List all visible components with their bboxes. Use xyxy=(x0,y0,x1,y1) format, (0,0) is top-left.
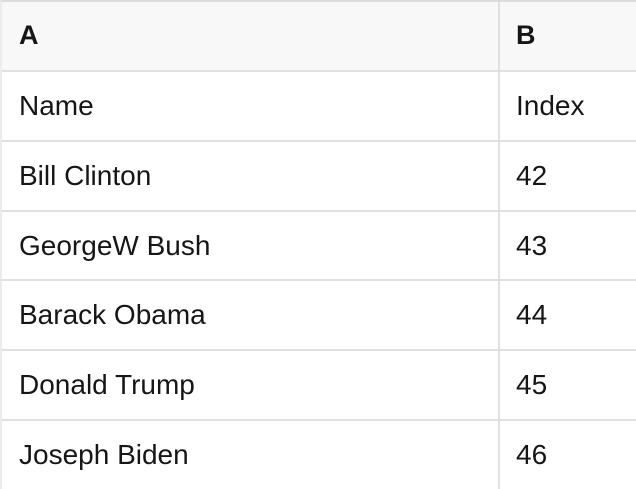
table-row: Joseph Biden 46 xyxy=(2,421,636,489)
cell-a1[interactable]: Name xyxy=(2,71,500,140)
column-header-a-label: A xyxy=(19,20,39,51)
cell-a2[interactable]: Bill Clinton xyxy=(2,141,500,210)
cell-b5[interactable]: 45 xyxy=(500,351,636,419)
table-row: Donald Trump 45 xyxy=(2,351,636,422)
cell-a4[interactable]: Barack Obama xyxy=(2,281,500,350)
cell-b4-text: 44 xyxy=(516,299,548,331)
cell-a5[interactable]: Donald Trump xyxy=(2,351,500,420)
table-row: Barack Obama 44 xyxy=(2,281,636,352)
cell-b6[interactable]: 46 xyxy=(500,421,636,489)
cell-a1-text: Name xyxy=(19,89,94,121)
cell-b2-text: 42 xyxy=(516,159,548,191)
table-row: GeorgeW Bush 43 xyxy=(2,211,636,282)
cell-a3-text: GeorgeW Bush xyxy=(19,229,211,261)
cell-b5-text: 45 xyxy=(516,369,548,401)
cell-b1[interactable]: Index xyxy=(500,72,636,140)
table-row: Name Index xyxy=(2,71,636,142)
cell-b3[interactable]: 43 xyxy=(500,212,636,280)
column-header-b[interactable]: B xyxy=(500,2,636,70)
column-header-b-label: B xyxy=(516,20,536,51)
column-header-row: A B xyxy=(2,2,636,72)
cell-a6[interactable]: Joseph Biden xyxy=(2,421,500,489)
cell-a6-text: Joseph Biden xyxy=(19,439,189,471)
column-header-a[interactable]: A xyxy=(2,2,500,70)
cell-b6-text: 46 xyxy=(516,439,548,471)
cell-b3-text: 43 xyxy=(516,229,548,261)
cell-b2[interactable]: 42 xyxy=(500,142,636,210)
table-row: Bill Clinton 42 xyxy=(2,141,636,212)
cell-a5-text: Donald Trump xyxy=(19,369,195,401)
cell-a4-text: Barack Obama xyxy=(19,299,206,331)
cell-b1-text: Index xyxy=(516,89,585,121)
cell-b4[interactable]: 44 xyxy=(500,281,636,349)
cell-a2-text: Bill Clinton xyxy=(19,159,152,191)
cell-a3[interactable]: GeorgeW Bush xyxy=(2,211,500,280)
